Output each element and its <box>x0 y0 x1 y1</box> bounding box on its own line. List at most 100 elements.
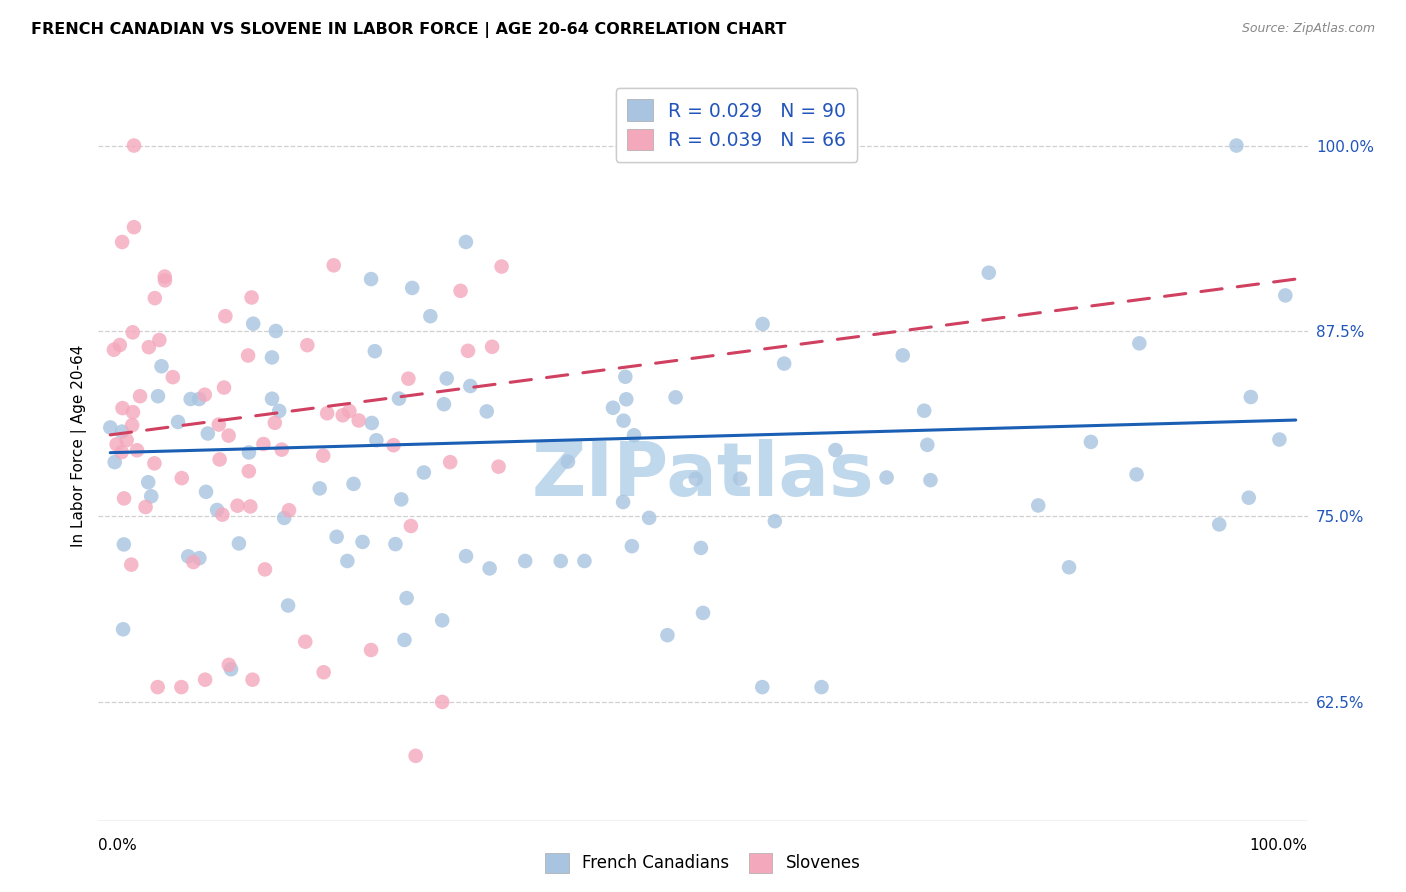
Point <box>98 420 121 434</box>
Point <box>478 561 501 575</box>
Point <box>228 536 250 550</box>
Point <box>557 455 579 469</box>
Point <box>120 558 142 572</box>
Point <box>115 433 138 447</box>
Point <box>263 416 285 430</box>
Point <box>876 470 898 484</box>
Point <box>382 438 405 452</box>
Point <box>208 452 231 467</box>
Point <box>1240 390 1263 404</box>
Point <box>690 541 713 555</box>
Text: FRENCH CANADIAN VS SLOVENE IN LABOR FORCE | AGE 20-64 CORRELATION CHART: FRENCH CANADIAN VS SLOVENE IN LABOR FORC… <box>31 22 786 38</box>
Point <box>104 455 127 469</box>
Point <box>260 351 283 365</box>
Point <box>692 606 714 620</box>
Point <box>337 404 360 418</box>
Point <box>396 371 419 385</box>
Point <box>614 392 637 407</box>
Point <box>105 437 128 451</box>
Point <box>515 554 537 568</box>
Point <box>294 634 316 648</box>
Point <box>550 554 572 568</box>
Text: Source: ZipAtlas.com: Source: ZipAtlas.com <box>1241 22 1375 36</box>
Point <box>143 456 166 470</box>
Point <box>810 680 832 694</box>
Point <box>141 489 163 503</box>
Point <box>129 389 152 403</box>
Point <box>1128 336 1150 351</box>
Point <box>122 220 145 235</box>
Point <box>1208 517 1230 532</box>
Text: 0.0%: 0.0% <box>98 838 138 854</box>
Point <box>297 338 319 352</box>
Point <box>138 340 160 354</box>
Point <box>236 349 259 363</box>
Point <box>432 695 454 709</box>
Point <box>773 357 796 371</box>
Point <box>360 272 382 286</box>
Point <box>211 508 233 522</box>
Point <box>214 309 236 323</box>
Point <box>108 338 131 352</box>
Point <box>146 389 169 403</box>
Point <box>125 443 148 458</box>
Point <box>614 369 637 384</box>
Point <box>170 471 193 485</box>
Point <box>1125 467 1147 482</box>
Point <box>623 428 645 442</box>
Point <box>153 269 176 284</box>
Point <box>342 476 364 491</box>
Point <box>162 370 184 384</box>
Point <box>316 406 339 420</box>
Point <box>360 643 382 657</box>
Point <box>219 662 242 676</box>
Point <box>322 258 344 272</box>
Point <box>121 326 143 340</box>
Point <box>454 235 477 249</box>
Point <box>475 404 498 418</box>
Point <box>112 491 135 506</box>
Point <box>325 530 347 544</box>
Point <box>602 401 624 415</box>
Point <box>436 371 458 385</box>
Point <box>239 500 262 514</box>
Point <box>405 748 427 763</box>
Point <box>460 379 482 393</box>
Point <box>728 472 751 486</box>
Point <box>177 549 200 564</box>
Point <box>111 445 134 459</box>
Point <box>312 449 335 463</box>
Point <box>347 413 370 427</box>
Point <box>226 499 249 513</box>
Point <box>270 442 292 457</box>
Point <box>332 409 354 423</box>
Point <box>212 380 235 394</box>
Point <box>180 392 202 406</box>
Point <box>488 459 510 474</box>
Point <box>395 591 418 605</box>
Point <box>977 266 1000 280</box>
Point <box>665 390 688 404</box>
Point <box>366 434 388 448</box>
Point <box>238 464 260 478</box>
Point <box>419 309 441 323</box>
Point <box>412 466 434 480</box>
Point <box>454 549 477 563</box>
Point <box>751 317 773 331</box>
Point <box>194 673 217 687</box>
Point <box>121 418 143 433</box>
Y-axis label: In Labor Force | Age 20-64: In Labor Force | Age 20-64 <box>72 345 87 547</box>
Point <box>432 613 454 627</box>
Point <box>167 415 190 429</box>
Point <box>912 403 935 417</box>
Point <box>491 260 513 274</box>
Point <box>574 554 596 568</box>
Point <box>1026 499 1049 513</box>
Point <box>401 281 423 295</box>
Point <box>148 333 170 347</box>
Point <box>389 492 412 507</box>
Point <box>433 397 456 411</box>
Point <box>824 443 846 458</box>
Point <box>399 519 422 533</box>
Legend: R = 0.029   N = 90, R = 0.039   N = 66: R = 0.029 N = 90, R = 0.039 N = 66 <box>616 88 858 161</box>
